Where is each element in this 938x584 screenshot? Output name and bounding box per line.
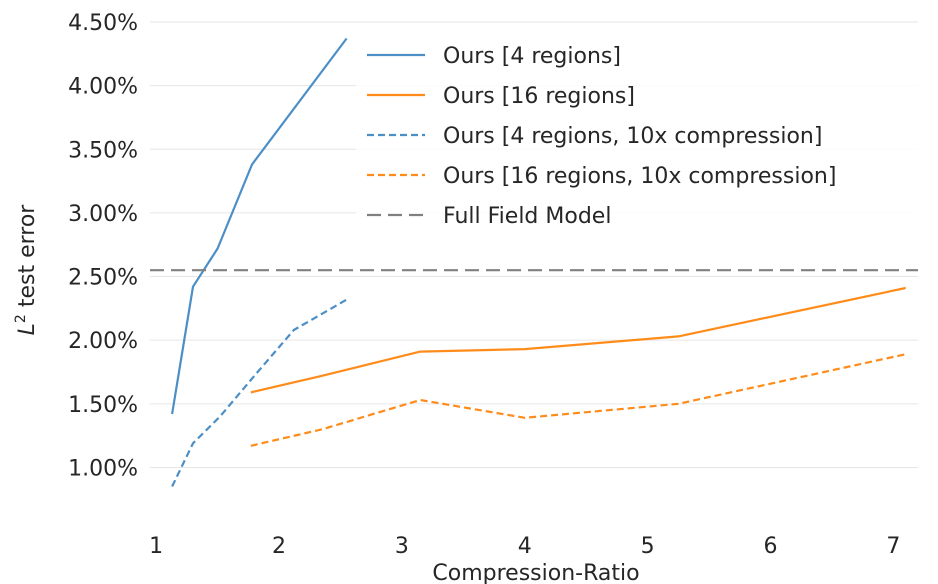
legend-label: Full Field Model: [443, 204, 611, 229]
y-axis-title-rest: test error: [15, 204, 40, 314]
x-tick-label: 1: [149, 534, 163, 559]
legend-box: [356, 34, 922, 242]
series-line: [250, 353, 906, 447]
series-line: [171, 297, 350, 487]
y-tick-label: 4.50%: [68, 11, 138, 36]
y-tick-label: 4.00%: [68, 75, 138, 100]
y-tick-label: 2.00%: [68, 329, 138, 354]
y-axis-title: L2 test error: [13, 204, 40, 336]
x-tick-label: 6: [764, 534, 778, 559]
legend-label: Ours [4 regions]: [443, 44, 621, 69]
y-tick-label: 3.50%: [68, 138, 138, 163]
legend-label: Ours [16 regions]: [443, 84, 635, 109]
legend: Ours [4 regions] Ours [16 regions] Ours [4…: [356, 34, 922, 242]
x-axis-ticks: 1 2 3 4 5 6 7: [149, 534, 900, 559]
series-line: [250, 286, 906, 394]
y-tick-label: 1.00%: [68, 456, 138, 481]
y-axis-ticks: 1.00% 1.50% 2.00% 2.50% 3.00% 3.50% 4.00% 4.50%: [68, 11, 138, 481]
x-tick-label: 4: [518, 534, 532, 559]
x-tick-label: 7: [886, 534, 900, 559]
y-tick-label: 2.50%: [68, 266, 138, 291]
y-tick-label: 1.50%: [68, 393, 138, 418]
legend-label: Ours [4 regions, 10x compression]: [443, 124, 822, 149]
x-tick-label: 2: [272, 534, 286, 559]
y-tick-label: 3.00%: [68, 202, 138, 227]
series-layer: [150, 37, 918, 487]
series-line: [171, 37, 348, 415]
x-tick-label: 5: [641, 534, 655, 559]
y-axis-title-main: L: [15, 323, 40, 335]
y-axis-title-sup: 2: [13, 314, 29, 323]
x-tick-label: 3: [395, 534, 409, 559]
legend-label: Ours [16 regions, 10x compression]: [443, 164, 836, 189]
x-axis-title: Compression-Ratio: [432, 561, 639, 584]
